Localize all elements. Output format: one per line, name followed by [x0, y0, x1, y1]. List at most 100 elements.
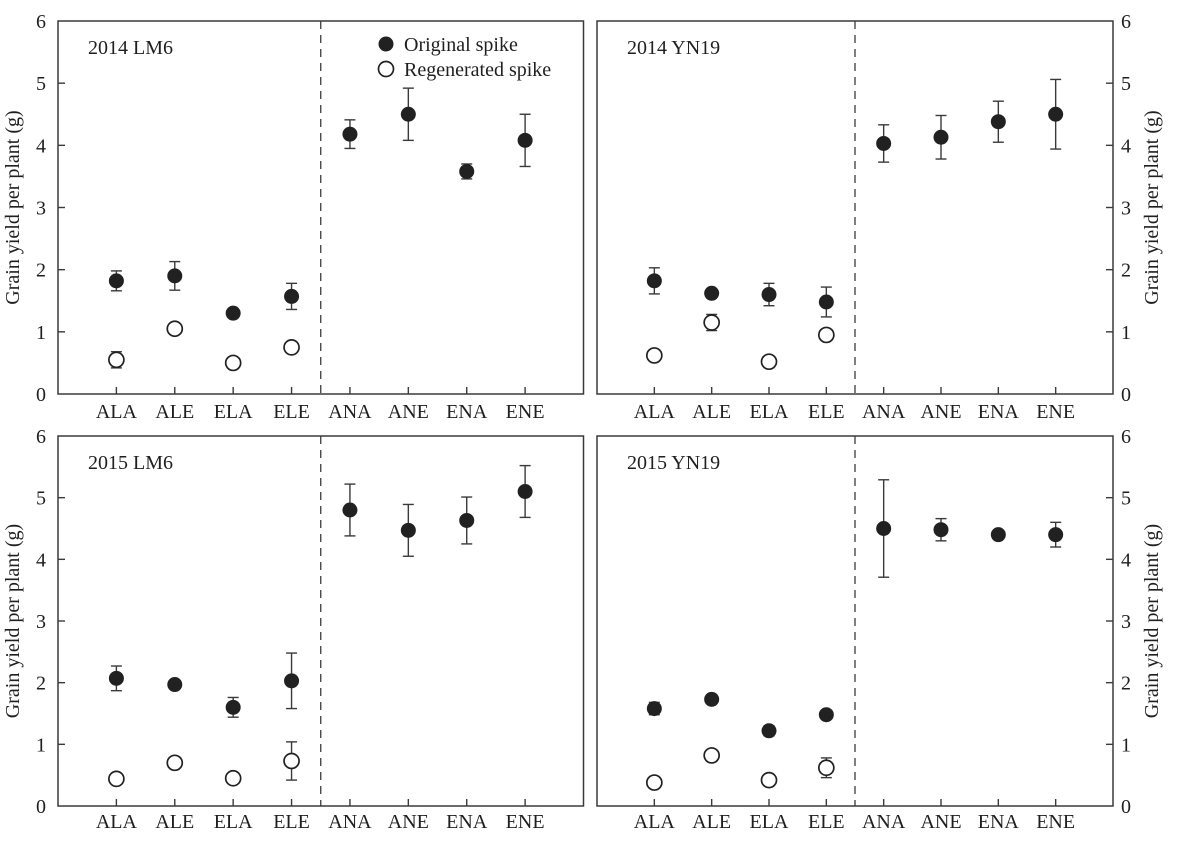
panel-2014-lm6: 0 1 2 3 4 5 6 ALA ALE ELA ELE ANA ANE ENA ENE 2014 LM6 O… [36, 11, 585, 423]
regenerated-spike-point [703, 314, 721, 331]
regenerated-spike-point [645, 774, 663, 791]
panel-2015-yn19: 0 1 2 3 4 5 6 ALA ALE ELA ELE ANA ANE ENA ENE 2015 YN19 [596, 426, 1131, 833]
y-axis-tick-label: 6 [36, 426, 46, 448]
x-axis-category-label: ALA [96, 401, 138, 423]
x-axis-category-label: ELA [214, 401, 253, 423]
panel-title: 2015 LM6 [88, 452, 173, 474]
regenerated-spike-point [760, 353, 778, 371]
original-spike-point [704, 691, 720, 707]
y-axis-tick-label: 0 [1121, 384, 1131, 406]
y-axis-tick-label: 1 [36, 734, 46, 756]
x-axis-category-label: ENA [978, 811, 1020, 833]
original-spike-point [167, 268, 183, 284]
original-spike-point [933, 522, 949, 538]
x-axis-category-label: ELE [808, 811, 845, 833]
x-axis-category-label: ENA [978, 401, 1020, 423]
y-axis-tick-label: 2 [1121, 673, 1131, 695]
x-axis-category-label: ENA [446, 401, 488, 423]
original-spike-point [342, 126, 358, 142]
y-axis-tick-label: 3 [36, 611, 46, 633]
original-spike-point [990, 114, 1006, 130]
y-axis-tick-label: 0 [1121, 796, 1131, 818]
regenerated-spike-point [224, 354, 242, 372]
original-spike-point [933, 129, 949, 145]
x-axis-category-label: ANE [920, 811, 961, 833]
x-axis-category-label: ALE [692, 401, 731, 423]
y-axis-title: Grain yield per plant (g) [1141, 524, 1163, 718]
original-spike-point [646, 701, 662, 717]
original-spike-point [1048, 106, 1064, 122]
x-axis-category-label: ANA [862, 401, 906, 423]
x-axis-category-label: ENE [1036, 401, 1075, 423]
regenerated-spike-point [108, 770, 125, 788]
original-spike-point [761, 723, 777, 739]
x-axis-category-label: ELA [214, 811, 253, 833]
y-axis-tick-label: 6 [1121, 426, 1131, 448]
original-spike-point [517, 132, 533, 148]
original-spike-point [225, 305, 241, 321]
x-axis-category-label: ELE [273, 811, 310, 833]
original-spike-point [400, 106, 416, 122]
legend: Original spike Regenerated spike [377, 34, 551, 81]
y-axis-tick-label: 4 [36, 549, 46, 571]
y-axis-tick-label: 4 [36, 135, 46, 157]
regenerated-spike-point [703, 747, 721, 764]
original-spike-point [400, 522, 416, 538]
y-axis-tick-label: 1 [1121, 734, 1131, 756]
regenerated-spike-point [224, 769, 242, 787]
x-axis-category-label: ALE [692, 811, 731, 833]
x-axis-category-label: ALA [634, 811, 676, 833]
original-spike-point [459, 512, 475, 528]
regenerated-spike-point [166, 320, 184, 338]
original-spike-point [876, 521, 892, 536]
y-axis-tick-label: 4 [1121, 135, 1131, 157]
legend-open-circle-icon [377, 60, 395, 78]
original-spike-point [704, 285, 720, 301]
y-axis-tick-label: 5 [36, 73, 46, 95]
original-spike-point [1048, 527, 1064, 543]
x-axis-category-label: ALA [634, 401, 676, 423]
x-axis-category-label: ENE [506, 401, 545, 423]
original-spike-series [108, 87, 533, 321]
y-axis-tick-label: 2 [36, 260, 46, 282]
original-spike-point [517, 484, 533, 499]
panel-2015-lm6: 0 1 2 3 4 5 6 ALA ALE ELA ELE ANA ANE ENA ENE 2015 LM6 [36, 426, 585, 833]
regenerated-spike-point [645, 347, 663, 364]
x-axis-category-label: ANE [920, 401, 961, 423]
original-spike-point [818, 294, 834, 310]
regenerated-spike-series [645, 313, 835, 371]
y-axis-tick-label: 1 [36, 322, 46, 344]
original-spike-point [108, 670, 124, 686]
original-spike-point [646, 273, 662, 289]
original-spike-point [818, 707, 834, 723]
y-axis-tick-label: 6 [36, 11, 46, 33]
original-spike-point [284, 288, 300, 304]
legend-filled-circle-icon [378, 36, 394, 52]
regenerated-spike-point [166, 754, 184, 772]
x-axis-category-label: ANE [388, 811, 429, 833]
y-axis-tick-label: 2 [1121, 260, 1131, 282]
regenerated-spike-series [108, 320, 300, 372]
x-axis-category-label: ELE [808, 401, 845, 423]
y-axis-tick-label: 3 [1121, 198, 1131, 220]
original-spike-point [108, 273, 124, 289]
original-spike-series [108, 464, 533, 718]
y-axis-tick-label: 3 [36, 198, 46, 220]
original-spike-point [876, 135, 892, 151]
regenerated-spike-series [108, 741, 300, 788]
x-axis-category-label: ALE [155, 401, 194, 423]
original-spike-point [167, 677, 183, 693]
regenerated-spike-point [760, 771, 778, 789]
panel-title: 2015 YN19 [627, 452, 720, 474]
original-spike-series [646, 78, 1064, 318]
original-spike-point [284, 673, 300, 689]
original-spike-point [761, 287, 777, 303]
y-axis-tick-label: 5 [1121, 73, 1131, 95]
original-spike-point [459, 163, 475, 179]
y-axis-tick-label: 1 [1121, 322, 1131, 344]
y-axis-tick-label: 5 [1121, 488, 1131, 510]
regenerated-spike-point [817, 326, 835, 344]
y-axis-tick-label: 3 [1121, 611, 1131, 633]
